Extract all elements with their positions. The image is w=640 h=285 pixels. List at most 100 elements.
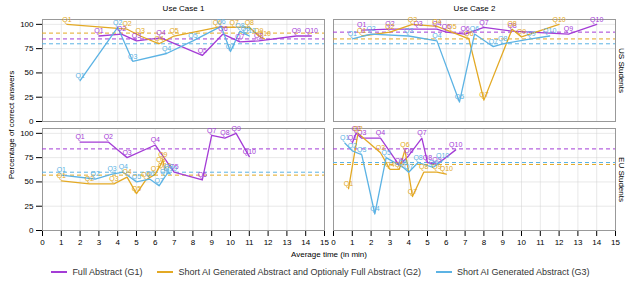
svg-text:Q6: Q6 — [198, 171, 207, 179]
svg-text:Percentage of correct answers: Percentage of correct answers — [7, 71, 16, 180]
svg-text:Q2: Q2 — [348, 142, 357, 150]
svg-text:Q7: Q7 — [479, 91, 488, 99]
svg-text:Q3: Q3 — [404, 27, 413, 35]
svg-text:Q1: Q1 — [357, 27, 366, 35]
svg-text:Q10: Q10 — [552, 16, 565, 24]
svg-text:5: 5 — [134, 238, 139, 247]
svg-text:50: 50 — [25, 177, 34, 186]
svg-text:Q9: Q9 — [428, 159, 437, 167]
svg-text:Q10: Q10 — [305, 27, 318, 35]
svg-text:Q5: Q5 — [132, 173, 141, 181]
svg-text:11: 11 — [536, 238, 545, 247]
svg-text:15: 15 — [320, 238, 329, 247]
svg-text:Q6: Q6 — [400, 141, 409, 149]
svg-text:Q4: Q4 — [151, 136, 160, 144]
svg-text:Q4: Q4 — [162, 45, 171, 53]
svg-text:Use Case 2: Use Case 2 — [454, 4, 496, 13]
svg-text:Q2: Q2 — [104, 133, 113, 141]
svg-text:13: 13 — [573, 238, 582, 247]
svg-text:Q7: Q7 — [207, 127, 216, 135]
svg-text:Q2: Q2 — [90, 170, 99, 178]
svg-text:Q8: Q8 — [507, 20, 516, 28]
svg-text:Q7: Q7 — [154, 177, 163, 185]
svg-text:Q6: Q6 — [404, 147, 413, 155]
svg-text:14: 14 — [301, 238, 310, 247]
svg-text:8: 8 — [191, 238, 196, 247]
svg-text:Q8: Q8 — [220, 129, 229, 137]
svg-text:7: 7 — [463, 238, 468, 247]
svg-text:100: 100 — [20, 20, 34, 29]
svg-text:14: 14 — [592, 238, 601, 247]
svg-text:Q9: Q9 — [292, 27, 301, 35]
svg-text:Q5: Q5 — [455, 93, 464, 101]
svg-text:Q10: Q10 — [436, 152, 449, 160]
svg-text:Q9: Q9 — [526, 30, 535, 38]
svg-text:7: 7 — [172, 238, 177, 247]
svg-text:Q3: Q3 — [408, 16, 417, 24]
svg-text:Q9: Q9 — [517, 28, 526, 36]
svg-text:4: 4 — [406, 238, 411, 247]
svg-text:Q7: Q7 — [226, 43, 235, 51]
svg-text:Q5: Q5 — [169, 27, 178, 35]
svg-text:75: 75 — [25, 44, 34, 53]
svg-text:Q4: Q4 — [370, 205, 379, 213]
svg-text:Q8: Q8 — [419, 163, 428, 171]
svg-text:Q10: Q10 — [243, 148, 256, 156]
svg-text:3: 3 — [388, 238, 393, 247]
svg-text:Q7: Q7 — [489, 38, 498, 46]
svg-text:Q2: Q2 — [122, 20, 131, 28]
svg-text:2: 2 — [369, 238, 374, 247]
svg-text:12: 12 — [555, 238, 564, 247]
svg-text:0: 0 — [331, 238, 336, 247]
svg-text:Q5: Q5 — [188, 32, 197, 40]
svg-text:9: 9 — [500, 238, 505, 247]
svg-text:Q10: Q10 — [449, 141, 462, 149]
svg-text:2: 2 — [78, 238, 83, 247]
svg-text:Q1: Q1 — [344, 180, 353, 188]
svg-text:Q3: Q3 — [107, 165, 116, 173]
svg-text:Q4: Q4 — [432, 32, 441, 40]
svg-text:Q10: Q10 — [243, 27, 256, 35]
svg-text:Q2: Q2 — [385, 23, 394, 31]
svg-text:Q4: Q4 — [154, 35, 163, 43]
svg-text:Q8: Q8 — [413, 154, 422, 162]
svg-text:Average time (in min): Average time (in min) — [291, 250, 367, 259]
svg-text:Use Case 1: Use Case 1 — [163, 4, 205, 13]
svg-text:13: 13 — [282, 238, 291, 247]
svg-text:0: 0 — [40, 238, 45, 247]
svg-text:75: 75 — [25, 153, 34, 162]
svg-text:0: 0 — [29, 226, 34, 235]
svg-text:0: 0 — [29, 117, 34, 126]
svg-text:6: 6 — [444, 238, 449, 247]
svg-text:Q4: Q4 — [376, 129, 385, 137]
svg-text:100: 100 — [20, 129, 34, 138]
svg-text:Q7: Q7 — [479, 19, 488, 27]
svg-text:Q10: Q10 — [590, 16, 603, 24]
svg-text:8: 8 — [482, 238, 487, 247]
svg-text:Q4: Q4 — [432, 18, 441, 26]
svg-text:Q7: Q7 — [404, 163, 413, 171]
svg-text:Q1: Q1 — [57, 166, 66, 174]
svg-text:Q3: Q3 — [357, 146, 366, 154]
svg-text:US Students: US Students — [617, 48, 626, 93]
svg-text:Q3: Q3 — [136, 27, 145, 35]
svg-text:Q1: Q1 — [94, 27, 103, 35]
svg-text:Q10: Q10 — [258, 30, 271, 38]
svg-text:5: 5 — [425, 238, 430, 247]
svg-text:Q4: Q4 — [119, 163, 128, 171]
svg-text:Q6: Q6 — [216, 18, 225, 26]
svg-text:Q1: Q1 — [62, 16, 71, 24]
svg-text:15: 15 — [611, 238, 620, 247]
svg-text:3: 3 — [97, 238, 102, 247]
svg-text:Q3: Q3 — [122, 149, 131, 157]
svg-text:Q6: Q6 — [470, 25, 479, 33]
svg-text:Q10: Q10 — [543, 27, 556, 35]
svg-text:1: 1 — [350, 238, 355, 247]
svg-text:Q2: Q2 — [113, 19, 122, 27]
svg-text:Q9: Q9 — [158, 151, 167, 159]
svg-text:Q10: Q10 — [164, 165, 177, 173]
svg-text:Q4: Q4 — [385, 161, 394, 169]
svg-text:Q2: Q2 — [366, 25, 375, 33]
svg-text:Q3: Q3 — [109, 175, 118, 183]
svg-text:Q2: Q2 — [353, 125, 362, 133]
